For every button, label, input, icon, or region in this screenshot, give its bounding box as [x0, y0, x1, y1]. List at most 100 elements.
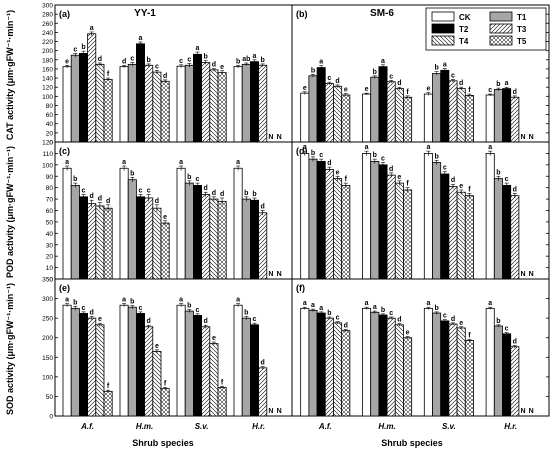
bar-label: d: [90, 310, 94, 317]
bar-label: d: [122, 58, 126, 65]
bar: [333, 322, 343, 417]
bar-label: b: [311, 67, 315, 74]
bar-label: c: [130, 56, 134, 63]
bar-label: b: [187, 303, 191, 310]
legend-label: CK: [459, 13, 471, 22]
bar-label: c: [187, 56, 191, 63]
y-tick-label: 150: [42, 355, 53, 362]
legend-label: T4: [459, 37, 469, 46]
bar-label: a: [65, 159, 69, 166]
bar: [217, 200, 227, 280]
y-tick-label: 0: [49, 140, 53, 147]
bar-label: b: [147, 57, 151, 64]
bar: [62, 304, 72, 417]
bar-label: b: [496, 81, 500, 88]
bar-label: e: [459, 183, 463, 190]
panel-label: (f): [296, 283, 305, 293]
bar-label: N: [277, 271, 282, 278]
bar: [70, 307, 80, 417]
bar-label: b: [187, 174, 191, 181]
y-tick-label: 280: [42, 12, 53, 19]
bar-label: d: [147, 318, 151, 325]
y-tick-label: 20: [46, 130, 54, 137]
panel-a-title: YY-1: [134, 8, 156, 19]
bar-label: a: [488, 300, 492, 307]
bar-label: c: [253, 316, 257, 323]
bar-label: d: [90, 193, 94, 200]
x-tick-label: A.f.: [318, 422, 332, 431]
bar-label: a: [196, 45, 200, 52]
bar: [403, 96, 413, 143]
bar: [440, 320, 450, 417]
bar-label: d: [397, 317, 401, 324]
legend-swatch: [431, 11, 455, 22]
bar-label: c: [381, 156, 385, 163]
y-tick-label: 200: [42, 48, 53, 55]
bar-label: N: [520, 271, 525, 278]
bar-label: f: [468, 87, 471, 94]
bar: [152, 207, 162, 280]
legend-swatch: [489, 23, 513, 34]
legend-swatch: [489, 11, 513, 22]
panel-label: (b): [296, 9, 308, 19]
bar-label: b: [73, 176, 77, 183]
bar-label: a: [236, 297, 240, 304]
bar: [448, 80, 458, 143]
bar-label: c: [505, 326, 509, 333]
bar-label: c: [389, 310, 393, 317]
bar: [135, 43, 145, 143]
bar: [456, 88, 466, 143]
bar-label: b: [73, 299, 77, 306]
bar-label: e: [336, 169, 340, 176]
bar: [192, 315, 202, 417]
bar-label: d: [212, 190, 216, 197]
bar-label: d: [163, 73, 167, 80]
bar: [362, 153, 372, 280]
bar: [464, 195, 474, 280]
bar: [493, 89, 503, 143]
bar-label: f: [221, 379, 224, 386]
bar: [440, 69, 450, 143]
bar: [456, 191, 466, 280]
bar: [432, 73, 442, 143]
y-tick-label: 60: [46, 112, 54, 119]
bar-label: d: [98, 56, 102, 63]
y-tick-label: 260: [42, 21, 53, 28]
legend-label: T3: [517, 25, 527, 34]
bar: [378, 66, 388, 143]
bar: [300, 307, 310, 417]
bar: [201, 326, 211, 417]
bar-label: a: [253, 53, 257, 60]
bar: [378, 164, 388, 280]
bar: [341, 184, 351, 280]
bar-label: d: [344, 322, 348, 329]
bar: [258, 367, 268, 417]
y-tick-label: 140: [42, 76, 53, 83]
y-tick-label: 300: [42, 296, 53, 303]
bar-label: c: [327, 75, 331, 82]
bar-label: f: [468, 186, 471, 193]
bar: [217, 72, 227, 143]
bar-label: a: [365, 144, 369, 151]
y-tick-label: 80: [46, 103, 54, 110]
bar: [87, 317, 97, 417]
bar: [62, 167, 72, 280]
bar: [510, 96, 520, 143]
bar-label: b: [434, 153, 438, 160]
bar: [176, 167, 186, 280]
y-tick-label: 40: [46, 231, 54, 238]
bar: [217, 387, 227, 417]
bar: [184, 310, 194, 417]
bar-label: f: [406, 181, 409, 188]
bar-label: d: [98, 196, 102, 203]
bar-label: a: [373, 304, 377, 311]
bar-label: a: [319, 59, 323, 66]
bar: [70, 54, 80, 143]
bar-label: d: [204, 318, 208, 325]
x-tick-label: S.v.: [442, 422, 456, 431]
bar-label: e: [344, 87, 348, 94]
bar-label: e: [397, 174, 401, 181]
